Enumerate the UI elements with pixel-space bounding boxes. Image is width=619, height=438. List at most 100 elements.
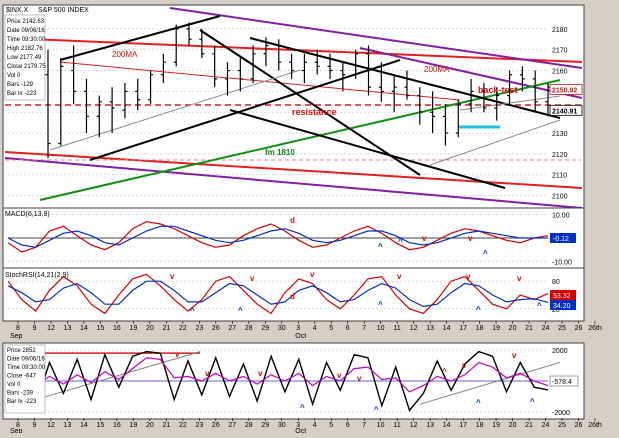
x-axis-tick-label: 3 [296, 325, 300, 332]
x-axis-tick-label: 20 [509, 422, 517, 429]
x-axis-tick-label: 24 [542, 422, 550, 429]
x-axis-tick-label: 29 [261, 422, 269, 429]
macd-annotation: v [422, 234, 427, 243]
price-data-box-row: Price 2142.63 [7, 19, 45, 25]
x-axis-bottom: 8 9 12 13 14 15 16 19 20 21 22 23 26 27 28 29 30 3 4 5 6 7 10 1… [10, 418, 602, 435]
x-axis-tick-label: 14 [80, 325, 88, 332]
annotation-resistance: resistance [292, 107, 337, 117]
x-axis-tick-label: 3 [296, 422, 300, 429]
x-axis-tick-label: 10 [377, 325, 385, 332]
x-axis-tick-label: 23 [195, 422, 203, 429]
macd-tick-label: 10.00 [552, 213, 570, 220]
breadth-tick-label: 2000 [552, 348, 568, 355]
breadth-annotation: v [337, 371, 342, 380]
price-data-box-row: Time 09:30:00 [7, 37, 46, 43]
breadth-data-box-row: Bar Ix -223 [7, 399, 37, 405]
x-axis-tick-label: 27 [228, 325, 236, 332]
x-axis-tick-label: 24 [542, 325, 550, 332]
macd-annotation: ^ [378, 242, 383, 251]
breadth-gray-guide [19, 351, 201, 405]
x-axis-tick-label: 6 [346, 422, 350, 429]
breadth-annotation: v [205, 369, 210, 378]
breadth-current-label: -578.4 [552, 379, 572, 386]
breadth-current-box [549, 375, 579, 387]
breadth-annotation: v [357, 374, 362, 383]
stochrsi-annotation: ^ [238, 306, 243, 315]
x-axis-tick-label: 19 [130, 422, 138, 429]
price-level-box [549, 104, 583, 116]
x-axis-tick-label: 30 [278, 422, 286, 429]
x-axis-tick-label: 21 [162, 422, 170, 429]
price-tick-label: 2100 [552, 194, 568, 201]
gray-trend-2 [429, 119, 561, 166]
stochrsi-tick-label: 80 [552, 279, 560, 286]
x-axis-tick-label: 19 [130, 325, 138, 332]
price-panel: 2100211021202130214021502160217021802150… [2, 4, 585, 209]
x-axis-tick-label: 15 [97, 422, 105, 429]
breadth-annotation: ^ [530, 397, 535, 406]
price-title-line-1: $INX.X [6, 7, 29, 14]
macd-annotation: d [290, 216, 295, 225]
macd-signal-line [7, 225, 548, 248]
x-axis-tick-label: 21 [525, 325, 533, 332]
breadth-annotation: v [462, 361, 467, 370]
price-tick-label: 2120 [552, 152, 568, 159]
stochrsi-annotation: v [170, 272, 175, 281]
x-axis-tick-label: 28 [245, 422, 253, 429]
price-title: $INX.X S&P 500 INDEX [6, 7, 89, 14]
x-axis-month-label: Sep [10, 333, 23, 340]
x-axis-tick-label: 30 [278, 325, 286, 332]
breadth-annotation: ^ [374, 405, 379, 414]
x-axis-tick-label: 18 [476, 422, 484, 429]
x-axis-tick-label: 13 [426, 325, 434, 332]
200ma-line [59, 61, 461, 101]
black-trend-3 [249, 37, 561, 119]
x-axis-tick-label: 7 [362, 325, 366, 332]
x-axis-tick-label: 4 [313, 422, 317, 429]
x-axis-tick-label: 18 [476, 325, 484, 332]
stochrsi-current-label: 53.32 [553, 293, 571, 300]
stochrsi-current-box [550, 300, 576, 310]
stochrsi-current-label: 34.20 [553, 303, 571, 310]
macd-annotation: ^ [483, 249, 488, 258]
stochrsi-annotation: v [397, 272, 402, 281]
breadth-annotation: v [512, 351, 517, 360]
x-axis-tick-label: 20 [146, 325, 154, 332]
x-axis-tick-label: 26th [588, 422, 602, 429]
x-axis-tick-label: 19 [492, 422, 500, 429]
purple-channel-lower [4, 157, 583, 209]
breadth-data-box-row: Time 09:30:00 [7, 365, 46, 371]
x-axis-tick-label: 13 [64, 325, 72, 332]
price-data-box-row: Vol 0 [7, 73, 21, 79]
stochrsi-signal-line [7, 280, 549, 308]
x-axis-tick-label: 13 [426, 422, 434, 429]
fm-1810-line [39, 79, 561, 201]
x-axis-tick-label: 17 [459, 325, 467, 332]
x-axis-month-label: Oct [295, 428, 306, 433]
x-axis-tick-label: 20 [509, 325, 517, 332]
stochrsi-annotation: v [517, 274, 522, 283]
macd-tick-label: -10.00 [552, 259, 572, 266]
breadth-data-box-row: Price 2852 [7, 348, 36, 354]
x-axis-tick-label: 12 [47, 325, 55, 332]
x-axis-tick-label: 8 [16, 325, 20, 332]
gray-trend-1 [49, 69, 301, 151]
stochrsi-annotation: v [250, 274, 255, 283]
price-tick-label: 2130 [552, 131, 568, 138]
stochrsi-annotation: v [310, 270, 315, 279]
x-axis-tick-label: 11 [394, 422, 401, 429]
price-tick-label: 2170 [552, 48, 568, 55]
black-trend-2 [199, 29, 421, 176]
x-axis-tick-label: 6 [346, 325, 350, 332]
annotation-back-test: back-test [478, 85, 518, 95]
x-axis-tick-label: 26th [588, 325, 602, 332]
breadth-panel: 2000 -2000 -578.4 Price 2852 Date 09/06/16 T… [2, 342, 585, 420]
x-axis-tick-label: 21 [525, 422, 533, 429]
x-axis-tick-label: 26 [212, 325, 220, 332]
price-tick-label: 2110 [552, 173, 567, 180]
price-level-label: 2140.91 [552, 108, 577, 115]
price-data-box-row: Date 09/06/16 [7, 28, 45, 34]
price-title-line-2: S&P 500 INDEX [38, 7, 89, 14]
breadth-annotation: v [258, 369, 263, 378]
price-data-box: Price 2142.63 Date 09/06/16 Time 09:30:00 H… [4, 14, 46, 101]
